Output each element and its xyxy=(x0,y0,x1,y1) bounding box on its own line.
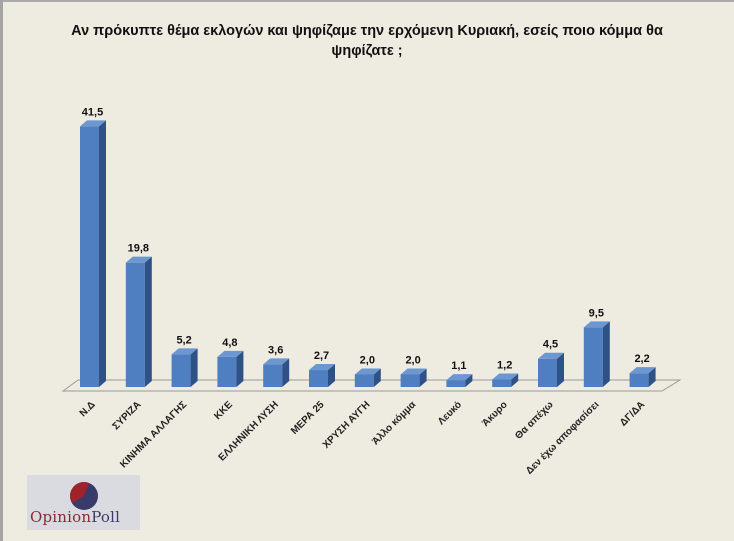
bar xyxy=(354,368,381,387)
value-label: 19,8 xyxy=(128,243,149,255)
logo-circle-icon xyxy=(70,482,98,510)
frame-top-border xyxy=(0,0,734,2)
value-label: 1,2 xyxy=(497,359,512,371)
category-label: Λευκό xyxy=(436,399,464,427)
value-label: 5,2 xyxy=(176,334,191,346)
category-label: Άκυρο xyxy=(480,399,510,429)
value-label: 9,5 xyxy=(589,307,604,319)
category-label: ΜΕΡΑ 25 xyxy=(289,399,327,437)
value-label: 4,8 xyxy=(222,337,237,349)
bar xyxy=(263,358,290,387)
value-label: 2,2 xyxy=(634,353,649,365)
value-label: 3,6 xyxy=(268,344,283,356)
frame-left-border xyxy=(0,0,3,541)
bar xyxy=(125,256,152,387)
bar xyxy=(171,348,198,387)
bar xyxy=(538,352,564,387)
category-label: Άλλο κόμμα xyxy=(370,399,419,448)
bars-group xyxy=(80,120,656,387)
bar xyxy=(400,368,427,387)
bar xyxy=(583,321,610,387)
chart-floor xyxy=(61,379,682,392)
bar xyxy=(309,364,335,387)
chart-title: Αν πρόκυπτε θέμα εκλογών και ψηφίζαμε τη… xyxy=(71,23,663,59)
value-label: 2,0 xyxy=(405,354,420,366)
category-label: Ν.Δ xyxy=(78,399,98,419)
category-label: Θα απέχω xyxy=(513,399,556,442)
opinionpoll-logo: OpinionPoll xyxy=(27,475,140,530)
value-label: 41,5 xyxy=(82,106,103,118)
category-label: ΧΡΥΣΗ ΑΥΓΗ xyxy=(321,399,373,451)
category-label: ΔΓ/ΔΑ xyxy=(618,399,647,428)
bar xyxy=(446,374,473,387)
value-labels-group: 41,5 19,8 5,2 4,8 3,6 2,7 2,0 2,0 1,1 1,2 4,5 9,5 2,… xyxy=(82,106,650,372)
value-label: 1,1 xyxy=(451,360,466,372)
value-label: 4,5 xyxy=(543,339,558,351)
bar xyxy=(80,120,106,387)
logo-text-opinion: Opinion xyxy=(30,508,92,526)
value-label: 2,7 xyxy=(314,350,329,362)
bar xyxy=(629,367,656,387)
category-label: ΣΥΡΙΖΑ xyxy=(111,399,144,432)
category-label: ΚΚΕ xyxy=(212,399,235,422)
bar xyxy=(217,350,244,387)
value-label: 2,0 xyxy=(360,354,375,366)
bar xyxy=(492,373,519,387)
logo-text: OpinionPoll xyxy=(30,508,120,526)
logo-text-poll: Poll xyxy=(91,508,121,526)
